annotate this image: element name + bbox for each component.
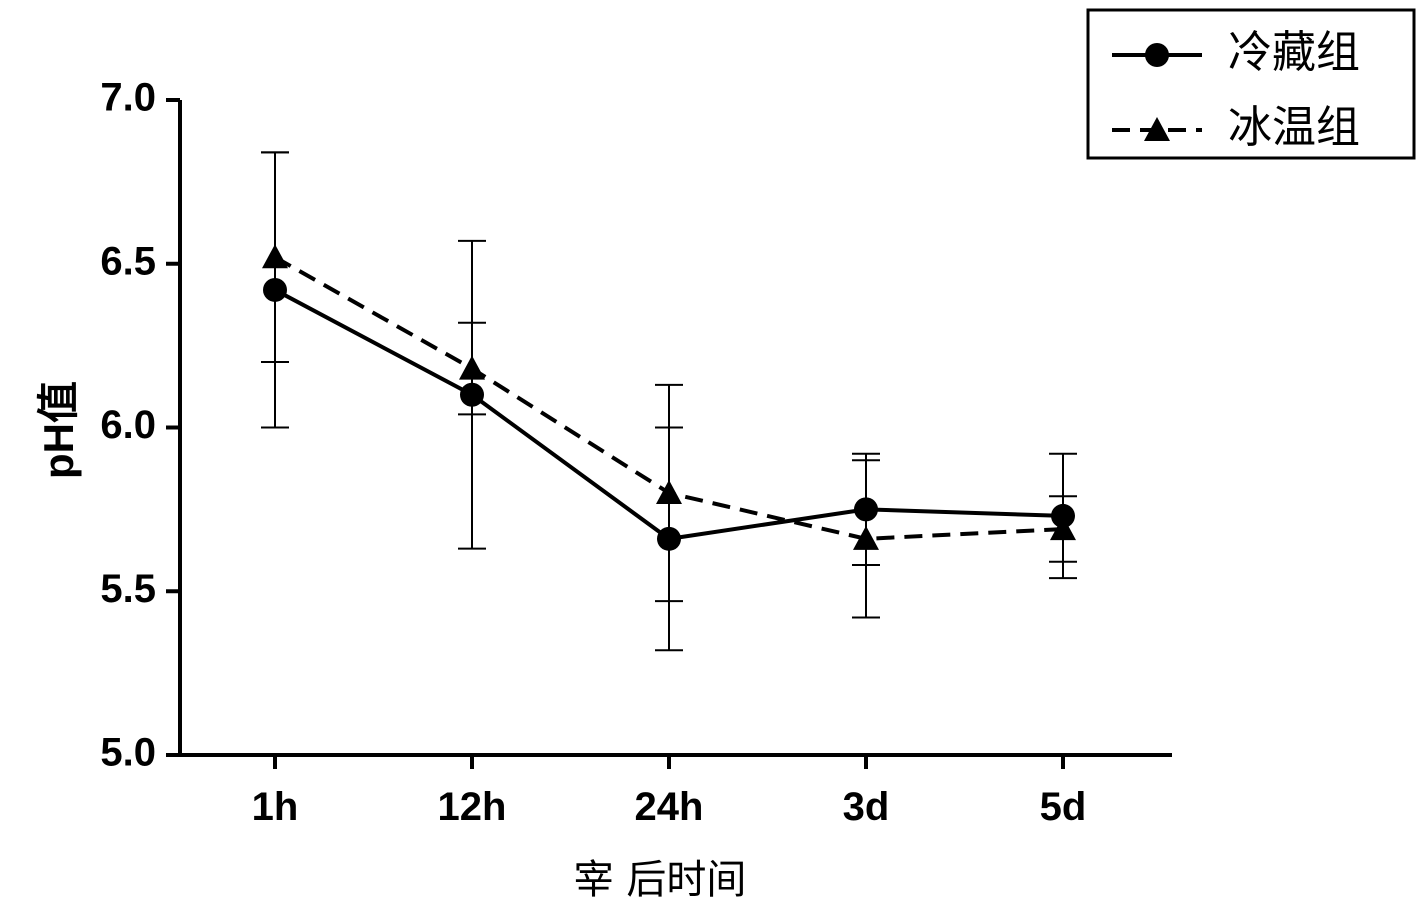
legend-label: 冰温组 — [1228, 102, 1360, 153]
data-point — [656, 480, 682, 505]
legend-marker — [1144, 117, 1170, 142]
y-tick-label: 6.0 — [100, 403, 156, 447]
series-ice-temperature — [261, 151, 1077, 619]
y-tick-label: 6.5 — [100, 239, 156, 283]
axes — [166, 98, 1172, 769]
legend-marker — [1145, 43, 1169, 67]
x-tick-label: 12h — [438, 785, 507, 829]
data-point — [262, 244, 288, 269]
x-tick-label: 5d — [1040, 785, 1087, 829]
legend-box — [1086, 8, 1416, 160]
x-axis-label: 宰 后时间 — [574, 857, 747, 903]
x-tick-label: 24h — [635, 785, 704, 829]
data-point — [459, 355, 485, 380]
y-tick-label: 5.0 — [100, 731, 156, 775]
y-tick-label: 5.5 — [100, 567, 156, 611]
data-point — [853, 525, 879, 550]
x-tick-label: 1h — [252, 785, 299, 829]
legend-label: 冷藏组 — [1228, 27, 1360, 78]
data-point — [1050, 516, 1076, 541]
y-axis-label: pH值 — [35, 381, 82, 479]
x-tick-label: 3d — [843, 785, 890, 829]
y-tick-label: 7.0 — [100, 76, 156, 120]
